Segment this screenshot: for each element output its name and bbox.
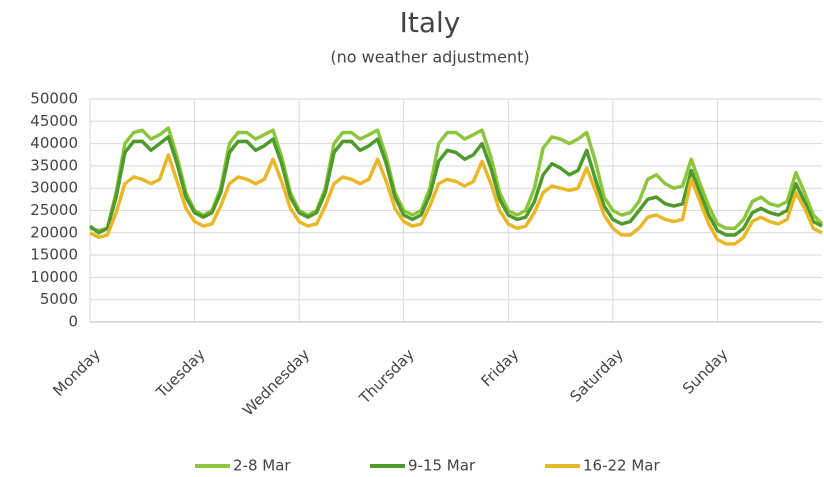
y-tick-label: 0 <box>68 313 78 331</box>
legend-label: 9-15 Mar <box>408 457 476 475</box>
x-tick-label: Tuesday <box>152 345 209 402</box>
y-tick-label: 10000 <box>30 268 78 286</box>
y-tick-label: 50000 <box>30 90 78 108</box>
x-tick-label: Saturday <box>566 345 627 406</box>
x-tick-label: Wednesday <box>239 345 313 419</box>
y-tick-label: 40000 <box>30 134 78 152</box>
x-tick-label: Sunday <box>679 345 732 398</box>
y-tick-label: 5000 <box>40 290 78 308</box>
x-tick-label: Monday <box>49 345 104 400</box>
x-tick-label: Thursday <box>355 345 418 408</box>
legend-label: 16-22 Mar <box>583 457 660 475</box>
y-tick-label: 20000 <box>30 223 78 241</box>
legend-label: 2-8 Mar <box>233 457 291 475</box>
series-line <box>89 153 823 246</box>
chart-title: Italy <box>400 6 461 39</box>
y-tick-label: 25000 <box>30 201 78 219</box>
chart-subtitle: (no weather adjustment) <box>330 48 529 67</box>
y-tick-label: 45000 <box>30 112 78 130</box>
x-tick-label: Friday <box>477 345 522 390</box>
y-tick-label: 35000 <box>30 156 78 174</box>
y-tick-label: 30000 <box>30 179 78 197</box>
y-tick-label: 15000 <box>30 246 78 264</box>
series-line <box>88 135 823 237</box>
